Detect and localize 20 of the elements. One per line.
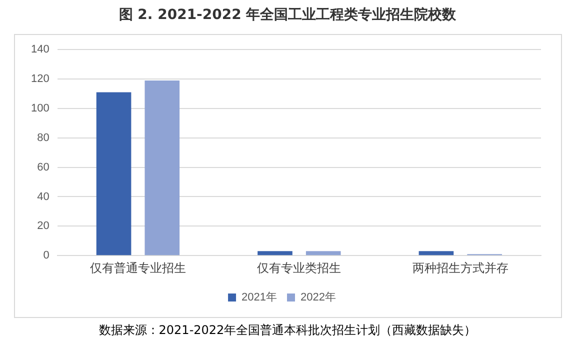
x-tick-label: 仅有普通专业招生 — [90, 261, 186, 276]
legend-label: 2021年 — [242, 292, 278, 304]
bar — [418, 251, 454, 256]
legend-label: 2022年 — [300, 292, 336, 304]
y-tick-label: 80 — [37, 132, 50, 144]
y-tick-label: 140 — [30, 44, 50, 56]
chart-title: 图 2. 2021-2022 年全国工业工程类专业招生院校数 — [118, 6, 458, 24]
y-tick-label: 100 — [30, 102, 50, 114]
y-tick-label: 60 — [37, 161, 50, 174]
y-tick-label: 40 — [37, 190, 50, 203]
bar — [258, 251, 292, 256]
x-tick-label: 仅有专业类招生 — [257, 261, 342, 276]
bar — [144, 80, 180, 256]
bar — [306, 251, 341, 256]
x-tick-label: 两种招生方式并存 — [412, 261, 508, 276]
bar — [96, 92, 132, 256]
y-tick-label: 0 — [43, 250, 50, 262]
y-tick-label: 120 — [30, 73, 50, 86]
y-tick-label: 20 — [37, 220, 50, 232]
source-note: 数据来源：2021-2022年全国普通本科批次招生计划（西藏数据缺失） — [98, 322, 478, 339]
